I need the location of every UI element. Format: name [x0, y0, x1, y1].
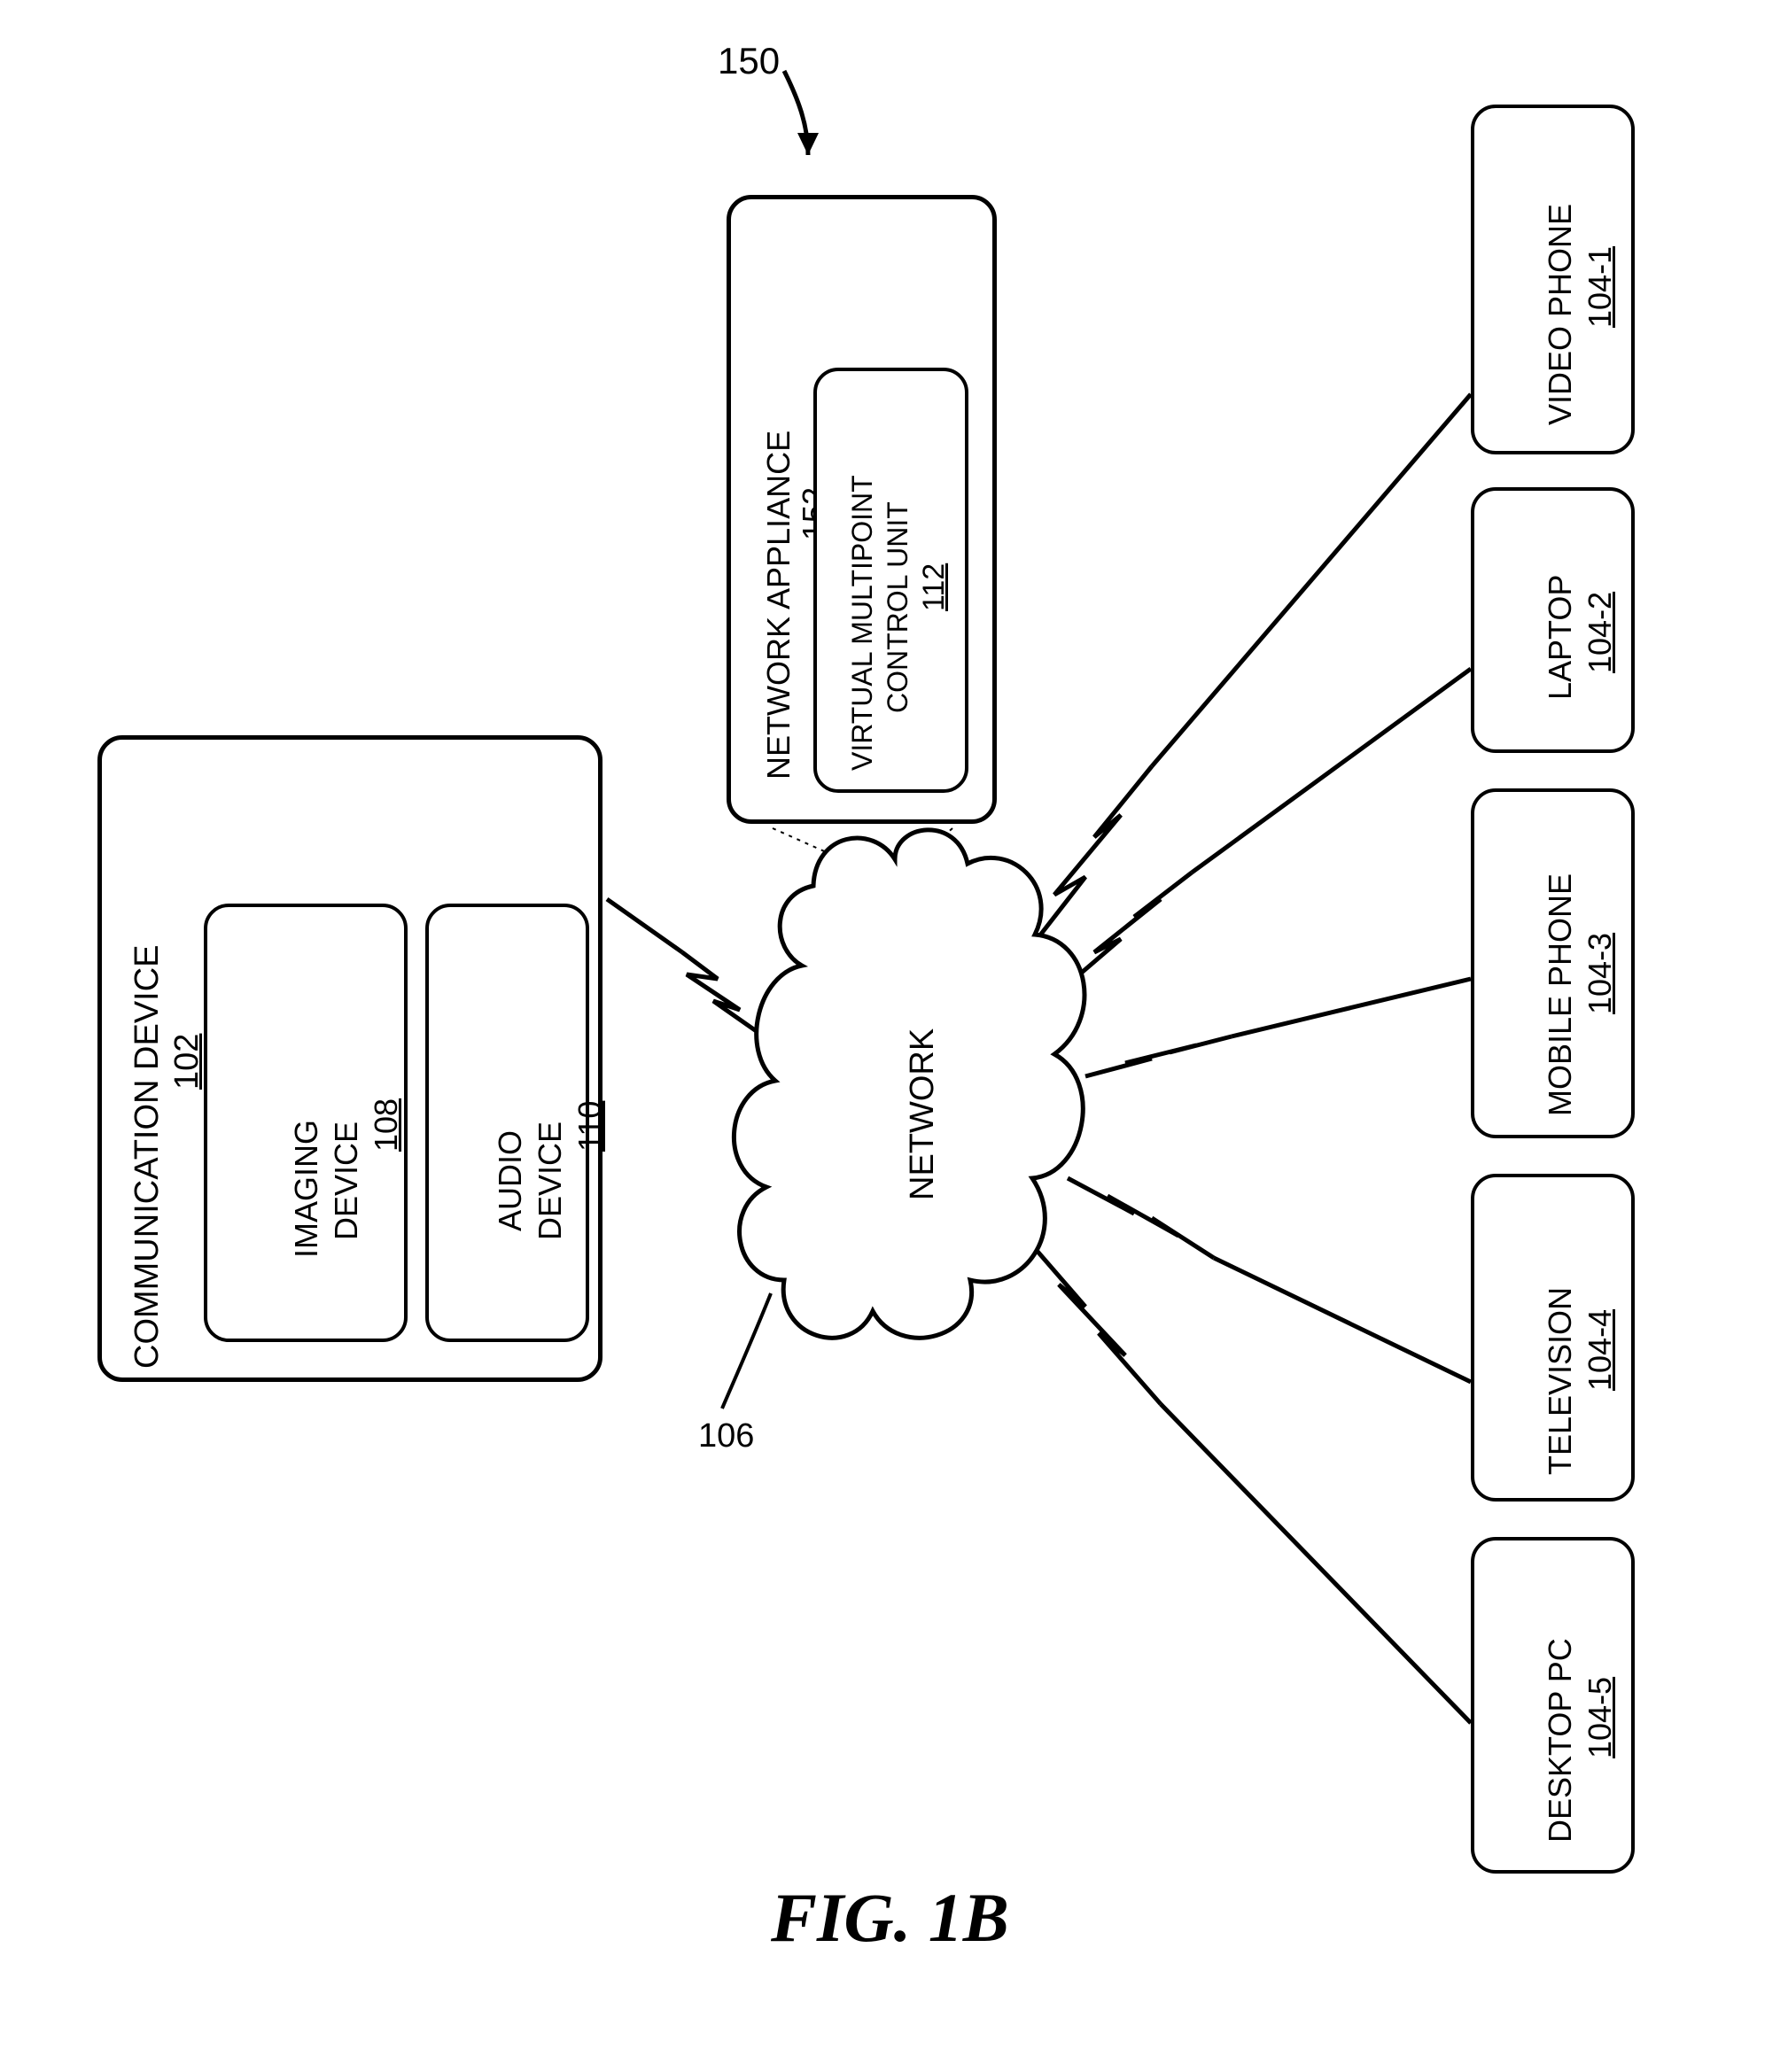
television-label: TELEVISION — [1542, 1287, 1579, 1475]
audio-device-label1: AUDIO — [492, 1130, 529, 1231]
comm-device-ref: 102 — [168, 1034, 206, 1090]
link-commdevice-cloud — [607, 899, 766, 1038]
figure-caption: FIG. 1B — [771, 1878, 1009, 1958]
link-cloud-tv — [1068, 1178, 1471, 1382]
desktop-pc-label: DESKTOP PC — [1542, 1638, 1579, 1843]
laptop-ref: 104-2 — [1582, 592, 1619, 673]
cloud-ref: 106 — [698, 1417, 754, 1455]
imaging-device-label2: DEVICE — [328, 1121, 365, 1240]
mobile-phone-label: MOBILE PHONE — [1542, 873, 1579, 1116]
audio-device-label2: DEVICE — [532, 1121, 569, 1240]
ref-150-text: 150 — [718, 40, 780, 82]
vmcu-label1: VIRTUAL MULTIPOINT — [846, 475, 879, 771]
video-phone-label: VIDEO PHONE — [1542, 204, 1579, 425]
audio-device-ref: 110 — [571, 1101, 609, 1152]
imaging-device-ref: 108 — [368, 1098, 405, 1152]
comm-device-label-text: COMMUNICATION DEVICE — [128, 944, 166, 1369]
cloud-ref-leader — [722, 1293, 771, 1408]
net-appliance-label: NETWORK APPLIANCE — [760, 431, 797, 780]
vmcu-label2: CONTROL UNIT — [882, 501, 914, 713]
link-cloud-mobile — [1085, 979, 1471, 1076]
vmcu-ref: 112 — [917, 563, 952, 611]
television-ref: 104-4 — [1582, 1309, 1619, 1391]
desktop-pc-ref: 104-5 — [1582, 1677, 1619, 1758]
comm-device-label: COMMUNICATION DEVICE — [128, 944, 167, 1369]
mobile-phone-ref: 104-3 — [1582, 933, 1619, 1014]
link-cloud-laptop — [1059, 669, 1471, 992]
link-appliance-cloud-a — [773, 828, 1001, 930]
ref-arrow-150 — [784, 71, 819, 155]
video-phone-ref: 104-1 — [1582, 246, 1619, 328]
link-appliance-cloud-b — [828, 828, 952, 939]
imaging-device-label1: IMAGING — [288, 1120, 325, 1258]
link-cloud-videophone — [1023, 394, 1471, 957]
laptop-label: LAPTOP — [1542, 575, 1579, 700]
link-cloud-desktop — [1028, 1240, 1471, 1723]
cloud-label: NETWORK — [904, 1028, 942, 1200]
